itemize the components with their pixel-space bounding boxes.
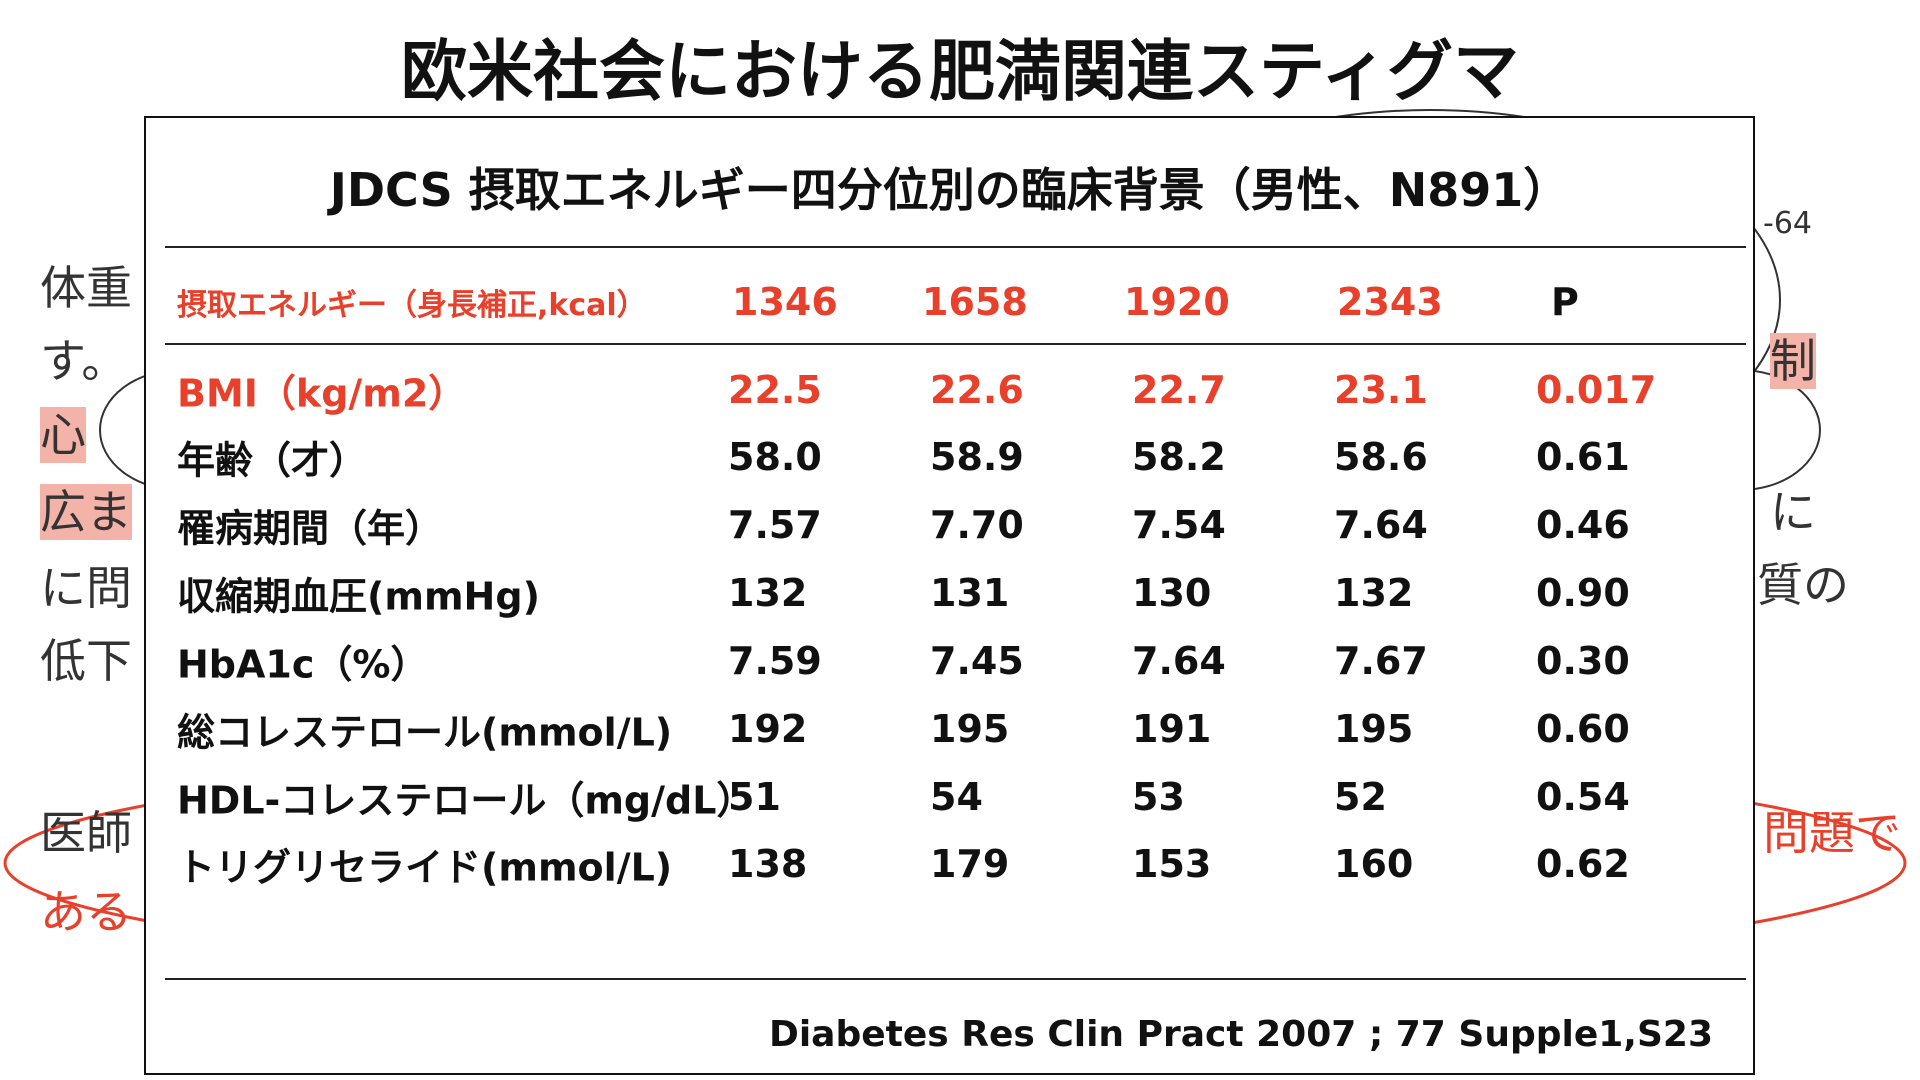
background-fragment: に [1770, 485, 1816, 539]
rule [165, 343, 1746, 345]
header-cell: 1658 [922, 280, 1028, 324]
row-label: 年齢（才） [177, 438, 368, 483]
rule [165, 978, 1746, 980]
table-cell: 51 [728, 775, 781, 819]
table-cell: 58.9 [930, 435, 1024, 479]
background-fragment: 体重 [40, 261, 132, 315]
table-cell: 0.62 [1536, 842, 1630, 886]
table-cell: 58.6 [1334, 435, 1428, 479]
table-cell: 0.46 [1536, 503, 1630, 547]
row-label: 罹病期間（年） [177, 506, 444, 551]
table-cell: 7.45 [930, 639, 1024, 683]
background-fragment: 医師 [40, 806, 132, 860]
table-panel: JDCS 摂取エネルギー四分位別の臨床背景（男性、N891） Diabetes … [144, 116, 1755, 1075]
table-cell: 0.90 [1536, 571, 1630, 615]
table-cell: 7.70 [930, 503, 1024, 547]
background-fragment: 制 [1770, 333, 1816, 389]
table-cell: 195 [1334, 707, 1414, 751]
background-fragment: 広ま [40, 484, 132, 540]
table-cell: 0.61 [1536, 435, 1630, 479]
background-fragment: ある [40, 885, 132, 939]
slide-title: 欧米社会における肥満関連スティグマ [400, 33, 1520, 110]
table-cell: 192 [728, 707, 808, 751]
row-label: HbA1c（%） [177, 642, 429, 687]
header-cell: 1920 [1124, 280, 1230, 324]
table-cell: 23.1 [1334, 368, 1428, 412]
table-cell: 7.59 [728, 639, 822, 683]
table-cell: 131 [930, 571, 1010, 615]
table-cell: 138 [728, 842, 808, 886]
table-cell: 58.2 [1132, 435, 1226, 479]
table-cell: 58.0 [728, 435, 822, 479]
table-cell: 7.54 [1132, 503, 1226, 547]
table-cell: 53 [1132, 775, 1185, 819]
table-cell: 160 [1334, 842, 1414, 886]
row-label: HDL-コレステロール（mg/dL） [177, 778, 755, 823]
background-fragment: -64 [1763, 206, 1812, 241]
table-cell: 153 [1132, 842, 1212, 886]
table-cell: 0.017 [1536, 368, 1657, 412]
table-cell: 132 [1334, 571, 1414, 615]
table-cell: 191 [1132, 707, 1212, 751]
table-cell: 132 [728, 571, 808, 615]
panel-title: JDCS 摂取エネルギー四分位別の臨床背景（男性、N891） [329, 163, 1570, 217]
table-cell: 7.64 [1132, 639, 1226, 683]
row-label: 収縮期血圧(mmHg) [177, 574, 540, 619]
table-cell: 22.7 [1132, 368, 1226, 412]
table-cell: 22.6 [930, 368, 1024, 412]
table-cell: 7.57 [728, 503, 822, 547]
header-cell: 1346 [732, 280, 838, 324]
rule [165, 246, 1746, 248]
table-cell: 130 [1132, 571, 1212, 615]
citation: Diabetes Res Clin Pract 2007 ; 77 Supple… [768, 1014, 1713, 1055]
background-fragment: 低下 [40, 634, 132, 688]
table-cell: 195 [930, 707, 1010, 751]
table-cell: 52 [1334, 775, 1387, 819]
background-fragment: 心 [40, 407, 86, 463]
table-cell: 54 [930, 775, 983, 819]
row-label: 総コレステロール(mmol/L) [177, 710, 673, 755]
row-label: トリグリセライド(mmol/L) [177, 845, 673, 890]
table-cell: 7.67 [1334, 639, 1428, 683]
background-fragment: 質の [1757, 558, 1849, 612]
table-cell: 0.30 [1536, 639, 1630, 683]
table-cell: 22.5 [728, 368, 822, 412]
background-fragment: に問 [40, 561, 132, 615]
table-cell: 0.54 [1536, 775, 1630, 819]
header-cell: 摂取エネルギー（身長補正,kcal） [177, 288, 647, 323]
table-cell: 179 [930, 842, 1010, 886]
background-fragment: す。 [40, 334, 128, 388]
header-cell: P [1551, 280, 1579, 324]
background-fragment: 問題で [1763, 806, 1901, 860]
row-label: BMI（kg/m2） [177, 371, 467, 416]
header-cell: 2343 [1337, 280, 1443, 324]
table-cell: 7.64 [1334, 503, 1428, 547]
table-cell: 0.60 [1536, 707, 1630, 751]
